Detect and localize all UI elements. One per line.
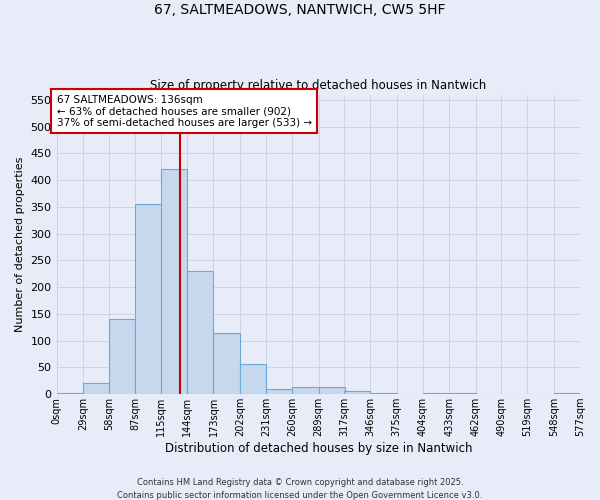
Bar — [292, 386, 319, 394]
X-axis label: Distribution of detached houses by size in Nantwich: Distribution of detached houses by size … — [164, 442, 472, 455]
Bar — [344, 392, 370, 394]
Bar — [161, 170, 187, 394]
Bar — [554, 392, 580, 394]
Bar — [449, 393, 476, 394]
Bar — [56, 393, 83, 394]
Text: 67, SALTMEADOWS, NANTWICH, CW5 5HF: 67, SALTMEADOWS, NANTWICH, CW5 5HF — [154, 2, 446, 16]
Bar — [319, 386, 345, 394]
Bar — [136, 204, 162, 394]
Bar — [423, 393, 449, 394]
Text: 67 SALTMEADOWS: 136sqm
← 63% of detached houses are smaller (902)
37% of semi-de: 67 SALTMEADOWS: 136sqm ← 63% of detached… — [56, 94, 311, 128]
Bar — [83, 384, 109, 394]
Title: Size of property relative to detached houses in Nantwich: Size of property relative to detached ho… — [150, 79, 487, 92]
Bar — [266, 389, 292, 394]
Bar — [240, 364, 266, 394]
Text: Contains HM Land Registry data © Crown copyright and database right 2025.
Contai: Contains HM Land Registry data © Crown c… — [118, 478, 482, 500]
Y-axis label: Number of detached properties: Number of detached properties — [15, 156, 25, 332]
Bar — [109, 320, 136, 394]
Bar — [187, 271, 214, 394]
Bar — [214, 332, 240, 394]
Bar — [370, 393, 397, 394]
